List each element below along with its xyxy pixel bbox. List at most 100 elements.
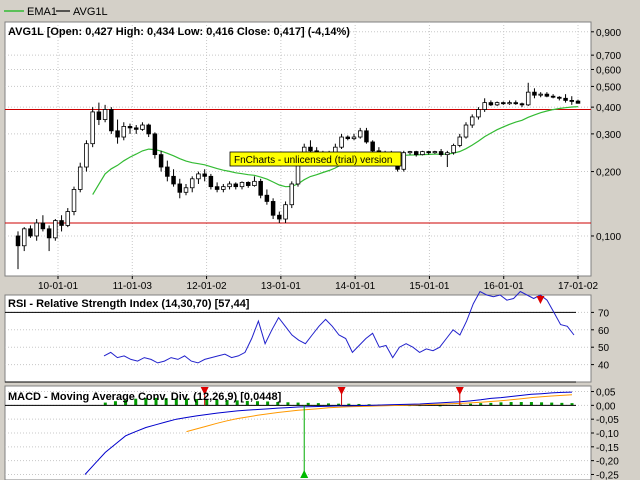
watermark: FnCharts - unlicensed (trial) version: [229, 151, 402, 167]
legend-avg-label: AVG1L: [73, 6, 108, 18]
candle-body: [15, 235, 21, 247]
macd-histogram-bar: [245, 400, 249, 406]
rsi-signal-arrow-down: [536, 296, 545, 304]
candle-body: [165, 166, 170, 177]
macd-histogram-bar: [184, 398, 188, 406]
price-y-tick-label: 0,200: [596, 168, 621, 179]
macd-histogram-bar: [276, 402, 280, 406]
candle-body: [308, 146, 313, 152]
macd-histogram-bar: [195, 398, 199, 406]
rsi-y-tick-label: 40: [598, 361, 610, 372]
candle-body: [544, 93, 550, 97]
macd-y-tick-label: 0,00: [596, 401, 616, 412]
watermark-text: FnCharts - unlicensed (trial) version: [234, 155, 392, 166]
macd-histogram-bar: [296, 402, 300, 406]
macd-histogram-bar: [164, 398, 168, 406]
price-x-tick-label: 15-01-01: [409, 281, 449, 292]
price-reference-lines: [5, 108, 591, 224]
candle-body: [71, 189, 77, 212]
macd-histogram-bar: [570, 403, 574, 406]
macd-histogram-bar: [540, 402, 544, 406]
macd-signal-arrow-down: [337, 387, 346, 395]
candle-body: [152, 133, 158, 156]
candle-body: [239, 181, 245, 188]
macd-histogram-bar: [529, 402, 533, 406]
price-y-tick-label: 0,400: [596, 103, 621, 114]
price-x-axis: 10-01-01 11-01-03 12-01-02 13-01-01 14-01-01…: [38, 276, 598, 292]
candle-body: [364, 130, 369, 143]
macd-panel-header: MACD - Moving Average Conv. Div. (12,26,…: [8, 391, 282, 403]
macd-y-tick-label: -0,20: [596, 457, 619, 468]
candle-body: [183, 187, 189, 193]
candle-body: [90, 111, 95, 145]
price-x-tick-label: 17-01-02: [558, 281, 598, 292]
candle-body: [283, 204, 288, 220]
rsi-line: [103, 290, 575, 364]
candle-body: [445, 152, 450, 156]
macd-histogram-bar: [144, 398, 148, 406]
macd-histogram-bar: [154, 397, 158, 406]
candle-body: [21, 228, 27, 247]
macd-histogram-bar: [225, 400, 229, 406]
candle-body: [227, 183, 232, 188]
macd-histogram-bar: [316, 403, 320, 406]
macd-histogram-bar: [103, 402, 107, 406]
candle-body: [345, 136, 351, 140]
candle-body: [507, 102, 512, 105]
price-x-tick-label: 11-01-03: [113, 281, 153, 292]
candle-body: [482, 102, 487, 110]
macd-histogram-bar: [174, 398, 178, 406]
candle-body: [525, 91, 531, 106]
macd-histogram-bar: [347, 403, 351, 406]
rsi-level-lines: [5, 311, 576, 383]
candle-body: [401, 152, 407, 170]
candle-body: [146, 124, 151, 135]
macd-histogram-bar: [286, 402, 290, 406]
candle-body: [426, 151, 431, 154]
candle-body: [432, 151, 438, 154]
candle-body: [463, 124, 469, 138]
candle-body: [532, 91, 537, 96]
macd-histogram-bar: [327, 403, 330, 406]
price-x-tick-label: 10-01-01: [38, 281, 78, 292]
price-grid: [5, 22, 591, 276]
macd-histogram-bar: [235, 400, 239, 406]
candle-body: [127, 126, 133, 129]
candle-body: [109, 109, 114, 132]
candle-body: [264, 194, 270, 202]
candle-body: [501, 102, 506, 105]
rsi-y-tick-label: 50: [598, 343, 610, 354]
candle-body: [407, 151, 413, 154]
candle-body: [469, 116, 475, 126]
price-y-tick-label: 0,900: [596, 28, 621, 39]
macd-y-tick-label: -0,05: [596, 415, 619, 426]
macd-histogram-bar: [215, 399, 219, 406]
candle-body: [140, 124, 145, 130]
candle-body: [59, 220, 64, 226]
candle-body: [357, 130, 363, 138]
top-legend: EMA1 AVG1L: [4, 6, 108, 18]
candle-body: [420, 151, 425, 156]
candle-body: [557, 96, 562, 99]
candle-body: [177, 183, 183, 193]
macd-y-axis: 0,05 0,00 -0,05 -0,10 -0,15 -0,20 -0,25: [591, 388, 619, 480]
candle-body: [519, 103, 525, 106]
price-y-tick-label: 0,700: [596, 51, 621, 62]
candle-body: [277, 214, 282, 220]
rsi-plot-area: [4, 294, 592, 383]
candle-body: [65, 211, 71, 226]
macd-histogram-bar: [499, 402, 503, 406]
macd-histogram-bar: [205, 399, 209, 406]
candle-body: [96, 111, 102, 120]
price-x-tick-label: 13-01-01: [261, 281, 301, 292]
rsi-y-tick-label: 60: [598, 326, 610, 337]
macd-histogram: [103, 397, 574, 407]
rsi-y-axis: 70 60 50 40: [591, 308, 610, 372]
candle-body: [34, 222, 39, 237]
candle-body: [569, 100, 575, 102]
candle-body: [413, 151, 419, 156]
candle-body: [221, 186, 226, 190]
candle-body: [563, 97, 568, 101]
macd-histogram-bar: [550, 402, 554, 406]
